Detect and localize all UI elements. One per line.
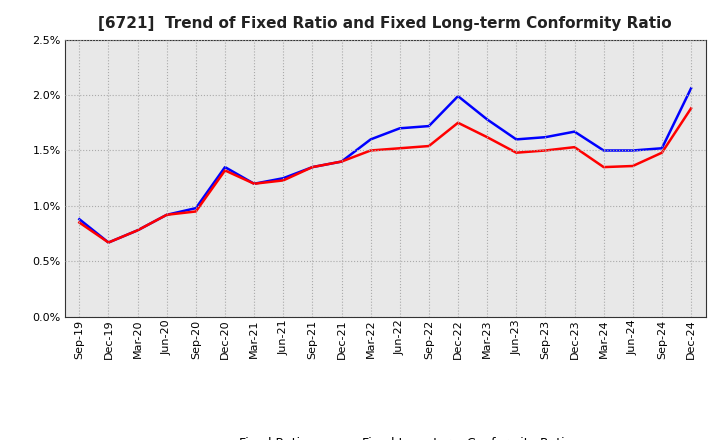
- Fixed Ratio: [570, 129, 579, 134]
- Fixed Ratio: [657, 146, 666, 151]
- Fixed Long-term Conformity Ratio: [337, 159, 346, 164]
- Title: [6721]  Trend of Fixed Ratio and Fixed Long-term Conformity Ratio: [6721] Trend of Fixed Ratio and Fixed Lo…: [99, 16, 672, 32]
- Fixed Long-term Conformity Ratio: [599, 165, 608, 170]
- Fixed Ratio: [454, 94, 462, 99]
- Fixed Ratio: [279, 176, 287, 181]
- Fixed Long-term Conformity Ratio: [512, 150, 521, 155]
- Fixed Ratio: [512, 137, 521, 142]
- Fixed Long-term Conformity Ratio: [366, 148, 375, 153]
- Fixed Ratio: [220, 165, 229, 170]
- Fixed Long-term Conformity Ratio: [104, 240, 113, 245]
- Fixed Ratio: [687, 86, 696, 91]
- Fixed Ratio: [629, 148, 637, 153]
- Fixed Ratio: [75, 216, 84, 222]
- Fixed Long-term Conformity Ratio: [395, 146, 404, 151]
- Legend: Fixed Ratio, Fixed Long-term Conformity Ratio: Fixed Ratio, Fixed Long-term Conformity …: [193, 432, 577, 440]
- Fixed Long-term Conformity Ratio: [629, 163, 637, 169]
- Fixed Long-term Conformity Ratio: [279, 178, 287, 183]
- Fixed Ratio: [250, 181, 258, 187]
- Fixed Ratio: [395, 126, 404, 131]
- Fixed Ratio: [163, 212, 171, 217]
- Fixed Long-term Conformity Ratio: [425, 143, 433, 149]
- Line: Fixed Ratio: Fixed Ratio: [79, 88, 691, 242]
- Fixed Long-term Conformity Ratio: [570, 144, 579, 150]
- Fixed Ratio: [541, 135, 550, 140]
- Fixed Long-term Conformity Ratio: [250, 181, 258, 187]
- Fixed Ratio: [337, 159, 346, 164]
- Fixed Ratio: [483, 117, 492, 122]
- Fixed Long-term Conformity Ratio: [220, 168, 229, 173]
- Fixed Long-term Conformity Ratio: [133, 227, 142, 233]
- Fixed Ratio: [104, 240, 113, 245]
- Fixed Ratio: [133, 227, 142, 233]
- Fixed Ratio: [308, 165, 317, 170]
- Fixed Long-term Conformity Ratio: [75, 220, 84, 225]
- Fixed Ratio: [599, 148, 608, 153]
- Fixed Long-term Conformity Ratio: [454, 120, 462, 125]
- Fixed Long-term Conformity Ratio: [163, 212, 171, 217]
- Fixed Long-term Conformity Ratio: [308, 165, 317, 170]
- Fixed Long-term Conformity Ratio: [687, 106, 696, 111]
- Fixed Ratio: [366, 137, 375, 142]
- Fixed Ratio: [192, 205, 200, 211]
- Fixed Ratio: [425, 124, 433, 129]
- Fixed Long-term Conformity Ratio: [483, 135, 492, 140]
- Fixed Long-term Conformity Ratio: [541, 148, 550, 153]
- Line: Fixed Long-term Conformity Ratio: Fixed Long-term Conformity Ratio: [79, 108, 691, 242]
- Fixed Long-term Conformity Ratio: [192, 209, 200, 214]
- Fixed Long-term Conformity Ratio: [657, 150, 666, 155]
